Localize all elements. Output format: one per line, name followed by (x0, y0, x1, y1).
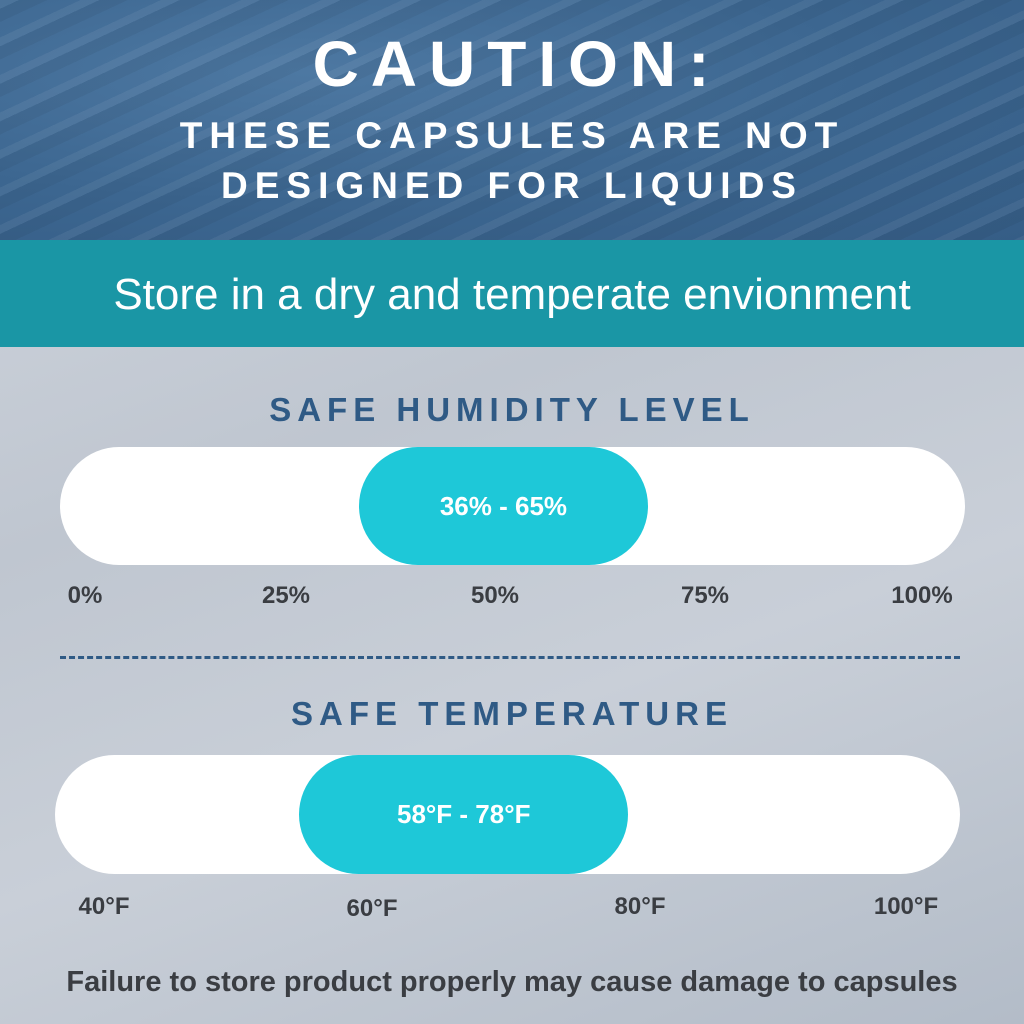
humidity-tick: 0% (67, 582, 103, 609)
temperature-tick: 80°F (614, 893, 666, 920)
temperature-tick: 60°F (346, 895, 398, 922)
humidity-tick: 100% (891, 582, 953, 609)
caution-line-2: DESIGNED FOR LIQUIDS (221, 165, 803, 206)
temperature-title: SAFE TEMPERATURE (291, 695, 733, 732)
temperature-tick: 100°F (873, 893, 939, 920)
humidity-tick: 25% (261, 582, 311, 609)
humidity-scale-bar: 36% - 65% (60, 447, 965, 565)
storage-band (0, 240, 1024, 347)
temperature-safe-range: 58°F - 78°F (299, 755, 629, 874)
humidity-safe-range: 36% - 65% (358, 447, 649, 565)
temperature-scale-bar: 58°F - 78°F (55, 755, 960, 874)
section-divider (60, 656, 960, 659)
humidity-title: SAFE HUMIDITY LEVEL (269, 391, 755, 428)
footer-warning: Failure to store product properly may ca… (66, 966, 958, 998)
caution-line-1: THESE CAPSULES ARE NOT (179, 115, 845, 156)
caution-header: CAUTION: THESE CAPSULES ARE NOT DESIGNED… (0, 0, 1024, 240)
humidity-tick: 75% (680, 582, 730, 609)
caution-title: CAUTION: (312, 28, 722, 100)
storage-instruction: Store in a dry and temperate envionment (113, 270, 911, 319)
temperature-tick: 40°F (78, 893, 130, 920)
humidity-tick: 50% (470, 582, 520, 609)
